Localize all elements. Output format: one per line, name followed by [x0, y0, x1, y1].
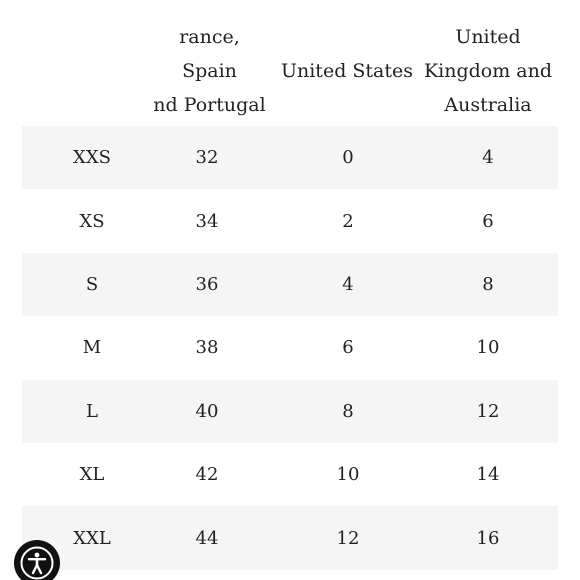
- header-united-states: United States: [280, 0, 414, 142]
- size-cell: XXL: [73, 527, 111, 549]
- france-size-cell: 44: [195, 527, 219, 549]
- us-size-cell: 2: [342, 210, 354, 232]
- us-size-cell: 6: [342, 337, 354, 359]
- size-cell: XXS: [73, 147, 111, 169]
- us-size-cell: 12: [336, 527, 360, 549]
- table-row: XL 42 10 14: [22, 443, 558, 506]
- france-size-cell: 36: [195, 273, 219, 295]
- size-cell: M: [82, 337, 102, 359]
- france-size-cell: 32: [195, 147, 219, 169]
- table-row: XXS 32 0 4: [22, 126, 558, 190]
- size-cell: S: [85, 273, 99, 295]
- uk-size-cell: 4: [482, 147, 494, 169]
- left-margin: [0, 0, 22, 580]
- uk-size-cell: 16: [476, 527, 500, 549]
- uk-size-cell: 14: [476, 464, 500, 486]
- table-row: XS 34 2 6: [22, 189, 558, 252]
- uk-size-cell: 6: [482, 210, 494, 232]
- header-uk-australia: United Kingdom and Australia: [418, 0, 558, 142]
- accessibility-button[interactable]: [14, 540, 60, 580]
- france-size-cell: 40: [195, 400, 219, 422]
- table-row: M 38 6 10: [22, 316, 558, 379]
- france-size-cell: 34: [195, 210, 219, 232]
- us-size-cell: 10: [336, 464, 360, 486]
- accessibility-icon: [20, 546, 54, 580]
- us-size-cell: 8: [342, 400, 354, 422]
- us-size-cell: 0: [342, 147, 354, 169]
- france-size-cell: 38: [195, 337, 219, 359]
- table-row: XXL 44 12 16: [22, 506, 558, 570]
- france-size-cell: 42: [195, 464, 219, 486]
- uk-size-cell: 10: [476, 337, 500, 359]
- header-france-spain-portugal: rance, Spain nd Portugal: [150, 0, 270, 142]
- size-table-header: rance, Spain nd Portugal United States U…: [22, 0, 558, 142]
- header-france-spain-portugal-label: rance, Spain nd Portugal: [153, 26, 266, 116]
- size-table-body: XXS 32 0 4 XS 34 2 6 S 36 4 8 M 38 6 10 …: [22, 126, 558, 570]
- size-cell: XL: [79, 464, 105, 486]
- header-uk-australia-label: United Kingdom and Australia: [423, 26, 553, 116]
- uk-size-cell: 12: [476, 400, 500, 422]
- uk-size-cell: 8: [482, 273, 494, 295]
- us-size-cell: 4: [342, 273, 354, 295]
- table-row: L 40 8 12: [22, 379, 558, 443]
- header-united-states-label: United States: [280, 60, 414, 82]
- size-cell: XS: [79, 210, 105, 232]
- table-row: S 36 4 8: [22, 252, 558, 317]
- right-margin: [558, 0, 580, 580]
- size-cell: L: [86, 400, 98, 422]
